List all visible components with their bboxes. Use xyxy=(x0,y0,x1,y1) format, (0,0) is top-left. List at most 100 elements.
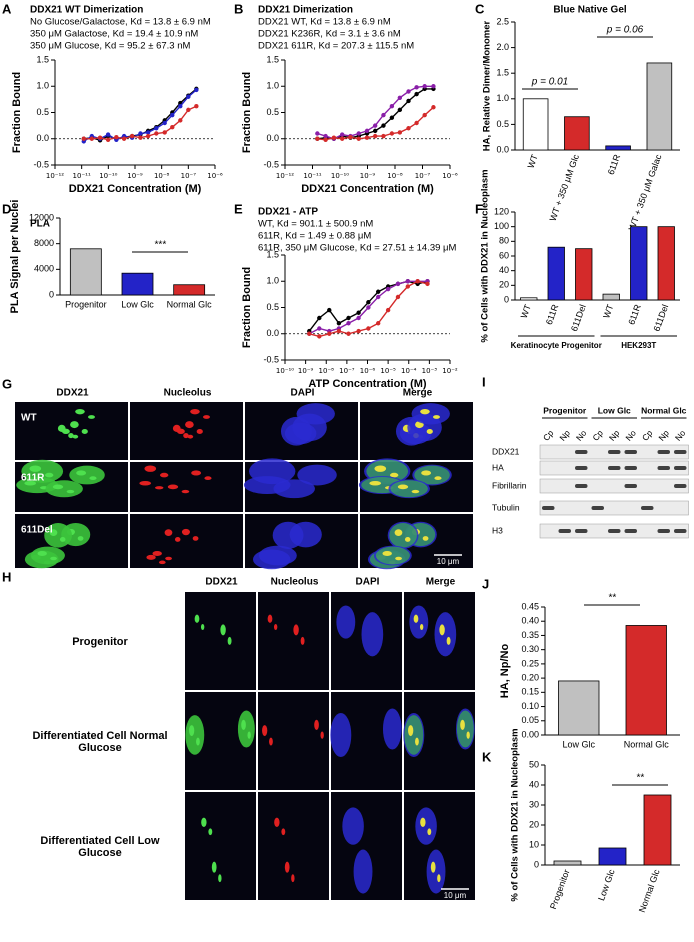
column-header: Nucleolus xyxy=(271,577,319,588)
nucleolus-spot xyxy=(300,636,305,645)
band xyxy=(575,466,588,470)
data-point xyxy=(89,136,95,141)
y-tick-label: 1.0 xyxy=(266,276,279,286)
panel-letter: I xyxy=(482,374,486,389)
ddx21-signal xyxy=(45,480,83,498)
data-point xyxy=(381,133,386,139)
column-header: Merge xyxy=(403,388,433,399)
data-point xyxy=(372,128,378,134)
data-point xyxy=(414,120,419,126)
image-cell xyxy=(130,402,243,460)
x-tick-label: 611Del xyxy=(569,303,588,333)
data-point xyxy=(395,281,401,287)
nucleus xyxy=(353,849,373,894)
data-point xyxy=(431,84,436,89)
nucleolus-spot xyxy=(267,614,273,623)
nucleus xyxy=(411,403,450,425)
image-cell xyxy=(258,792,329,900)
chart-title: Blue Native Gel xyxy=(553,5,627,16)
blot-row-label: HA xyxy=(492,462,504,472)
y-tick-label: 0.05 xyxy=(521,715,539,725)
image-cell xyxy=(258,592,329,690)
column-header: DAPI xyxy=(291,388,315,399)
x-tick-label: Normal Glc xyxy=(167,299,213,309)
bar xyxy=(646,62,673,151)
nucleolus-spot xyxy=(415,737,419,746)
x-tick-label: 10⁻⁸ xyxy=(387,172,403,180)
y-tick-label: 0.0 xyxy=(266,328,279,338)
row-label: 611R xyxy=(21,473,45,484)
nucleus xyxy=(273,479,315,499)
nucleolus-spot xyxy=(75,409,85,415)
band xyxy=(575,529,588,533)
y-axis-label: % of Cells with DDX21 in Nucleoplasm xyxy=(480,169,491,342)
nucleolus-spot xyxy=(68,432,74,439)
band xyxy=(608,529,621,533)
blot-group: Progenitor xyxy=(543,405,587,415)
nucleolus-spot xyxy=(208,828,213,836)
blot-strip xyxy=(539,478,689,494)
nucleolus-spot xyxy=(81,429,88,435)
nucleolus-spot xyxy=(446,636,451,645)
y-tick-label: 1.5 xyxy=(266,249,279,259)
column-header: DDX21 xyxy=(56,388,89,399)
x-tick-label: WT + 350 μM Galac xyxy=(627,153,664,232)
ddx21-signal xyxy=(375,546,410,565)
x-tick-label: 10⁻⁶ xyxy=(360,367,376,375)
y-tick-label: 80 xyxy=(499,236,509,246)
data-point xyxy=(178,104,183,109)
data-point xyxy=(307,331,312,336)
panel-letter: B xyxy=(234,1,243,16)
data-point xyxy=(186,107,191,113)
data-point xyxy=(336,321,342,326)
data-point xyxy=(194,104,199,109)
x-tick-label: 10⁻⁹ xyxy=(298,367,314,375)
y-tick-label: 2.0 xyxy=(496,42,509,52)
blot-row-label: Fibrillarin xyxy=(492,480,527,490)
nucleus xyxy=(434,612,457,657)
data-point xyxy=(425,281,430,287)
legend-entry: WT, Kd = 901.1 ± 500.9 nM xyxy=(258,219,373,230)
y-tick-label: 0.35 xyxy=(521,630,539,640)
nucleolus-spot xyxy=(187,434,194,439)
band xyxy=(624,529,637,533)
nucleolus-spot xyxy=(181,528,190,536)
nucleolus-spot xyxy=(293,624,299,636)
y-tick-label: 50 xyxy=(529,759,539,769)
lane-label: No xyxy=(673,428,688,443)
data-point xyxy=(414,85,419,90)
data-point xyxy=(356,328,361,334)
y-axis-label: Fraction Bound xyxy=(241,267,253,348)
group-label: Keratinocyte Progenitor xyxy=(511,341,602,350)
blot-row-label: DDX21 xyxy=(492,446,520,456)
y-tick-label: -0.5 xyxy=(263,354,279,364)
nucleus xyxy=(258,545,297,566)
ddx21-signal xyxy=(404,715,424,755)
nucleolus-spot xyxy=(269,737,273,746)
x-tick-label: Progenitor xyxy=(65,299,107,309)
y-axis-label: HA, Relative Dimer/Monomer xyxy=(482,21,493,152)
y-tick-label: -0.5 xyxy=(33,159,49,169)
ddx21-signal xyxy=(390,480,428,498)
data-point xyxy=(327,307,332,313)
ddx21-signal xyxy=(456,710,474,748)
data-point xyxy=(327,331,332,336)
nucleolus-spot xyxy=(262,725,268,737)
nucleolus-spot xyxy=(183,432,189,439)
x-tick-label: Progenitor xyxy=(548,868,572,910)
bar xyxy=(643,794,672,866)
y-tick-label: 1.5 xyxy=(36,54,49,64)
nucleolus-spot xyxy=(291,874,295,883)
nucleolus-spot xyxy=(274,817,280,828)
nucleolus-spot xyxy=(433,415,440,419)
nucleolus-spot xyxy=(314,719,319,731)
band xyxy=(674,466,687,470)
lane-label: Np xyxy=(607,428,622,443)
data-point xyxy=(154,131,159,136)
nucleolus-spot xyxy=(189,725,195,737)
legend-entry: 611R, 350 μM Glucose, Kd = 27.51 ± 14.39… xyxy=(258,243,457,254)
data-point xyxy=(366,326,371,331)
ddx21-signal xyxy=(44,523,72,548)
data-point xyxy=(372,123,378,128)
data-point xyxy=(323,137,328,142)
